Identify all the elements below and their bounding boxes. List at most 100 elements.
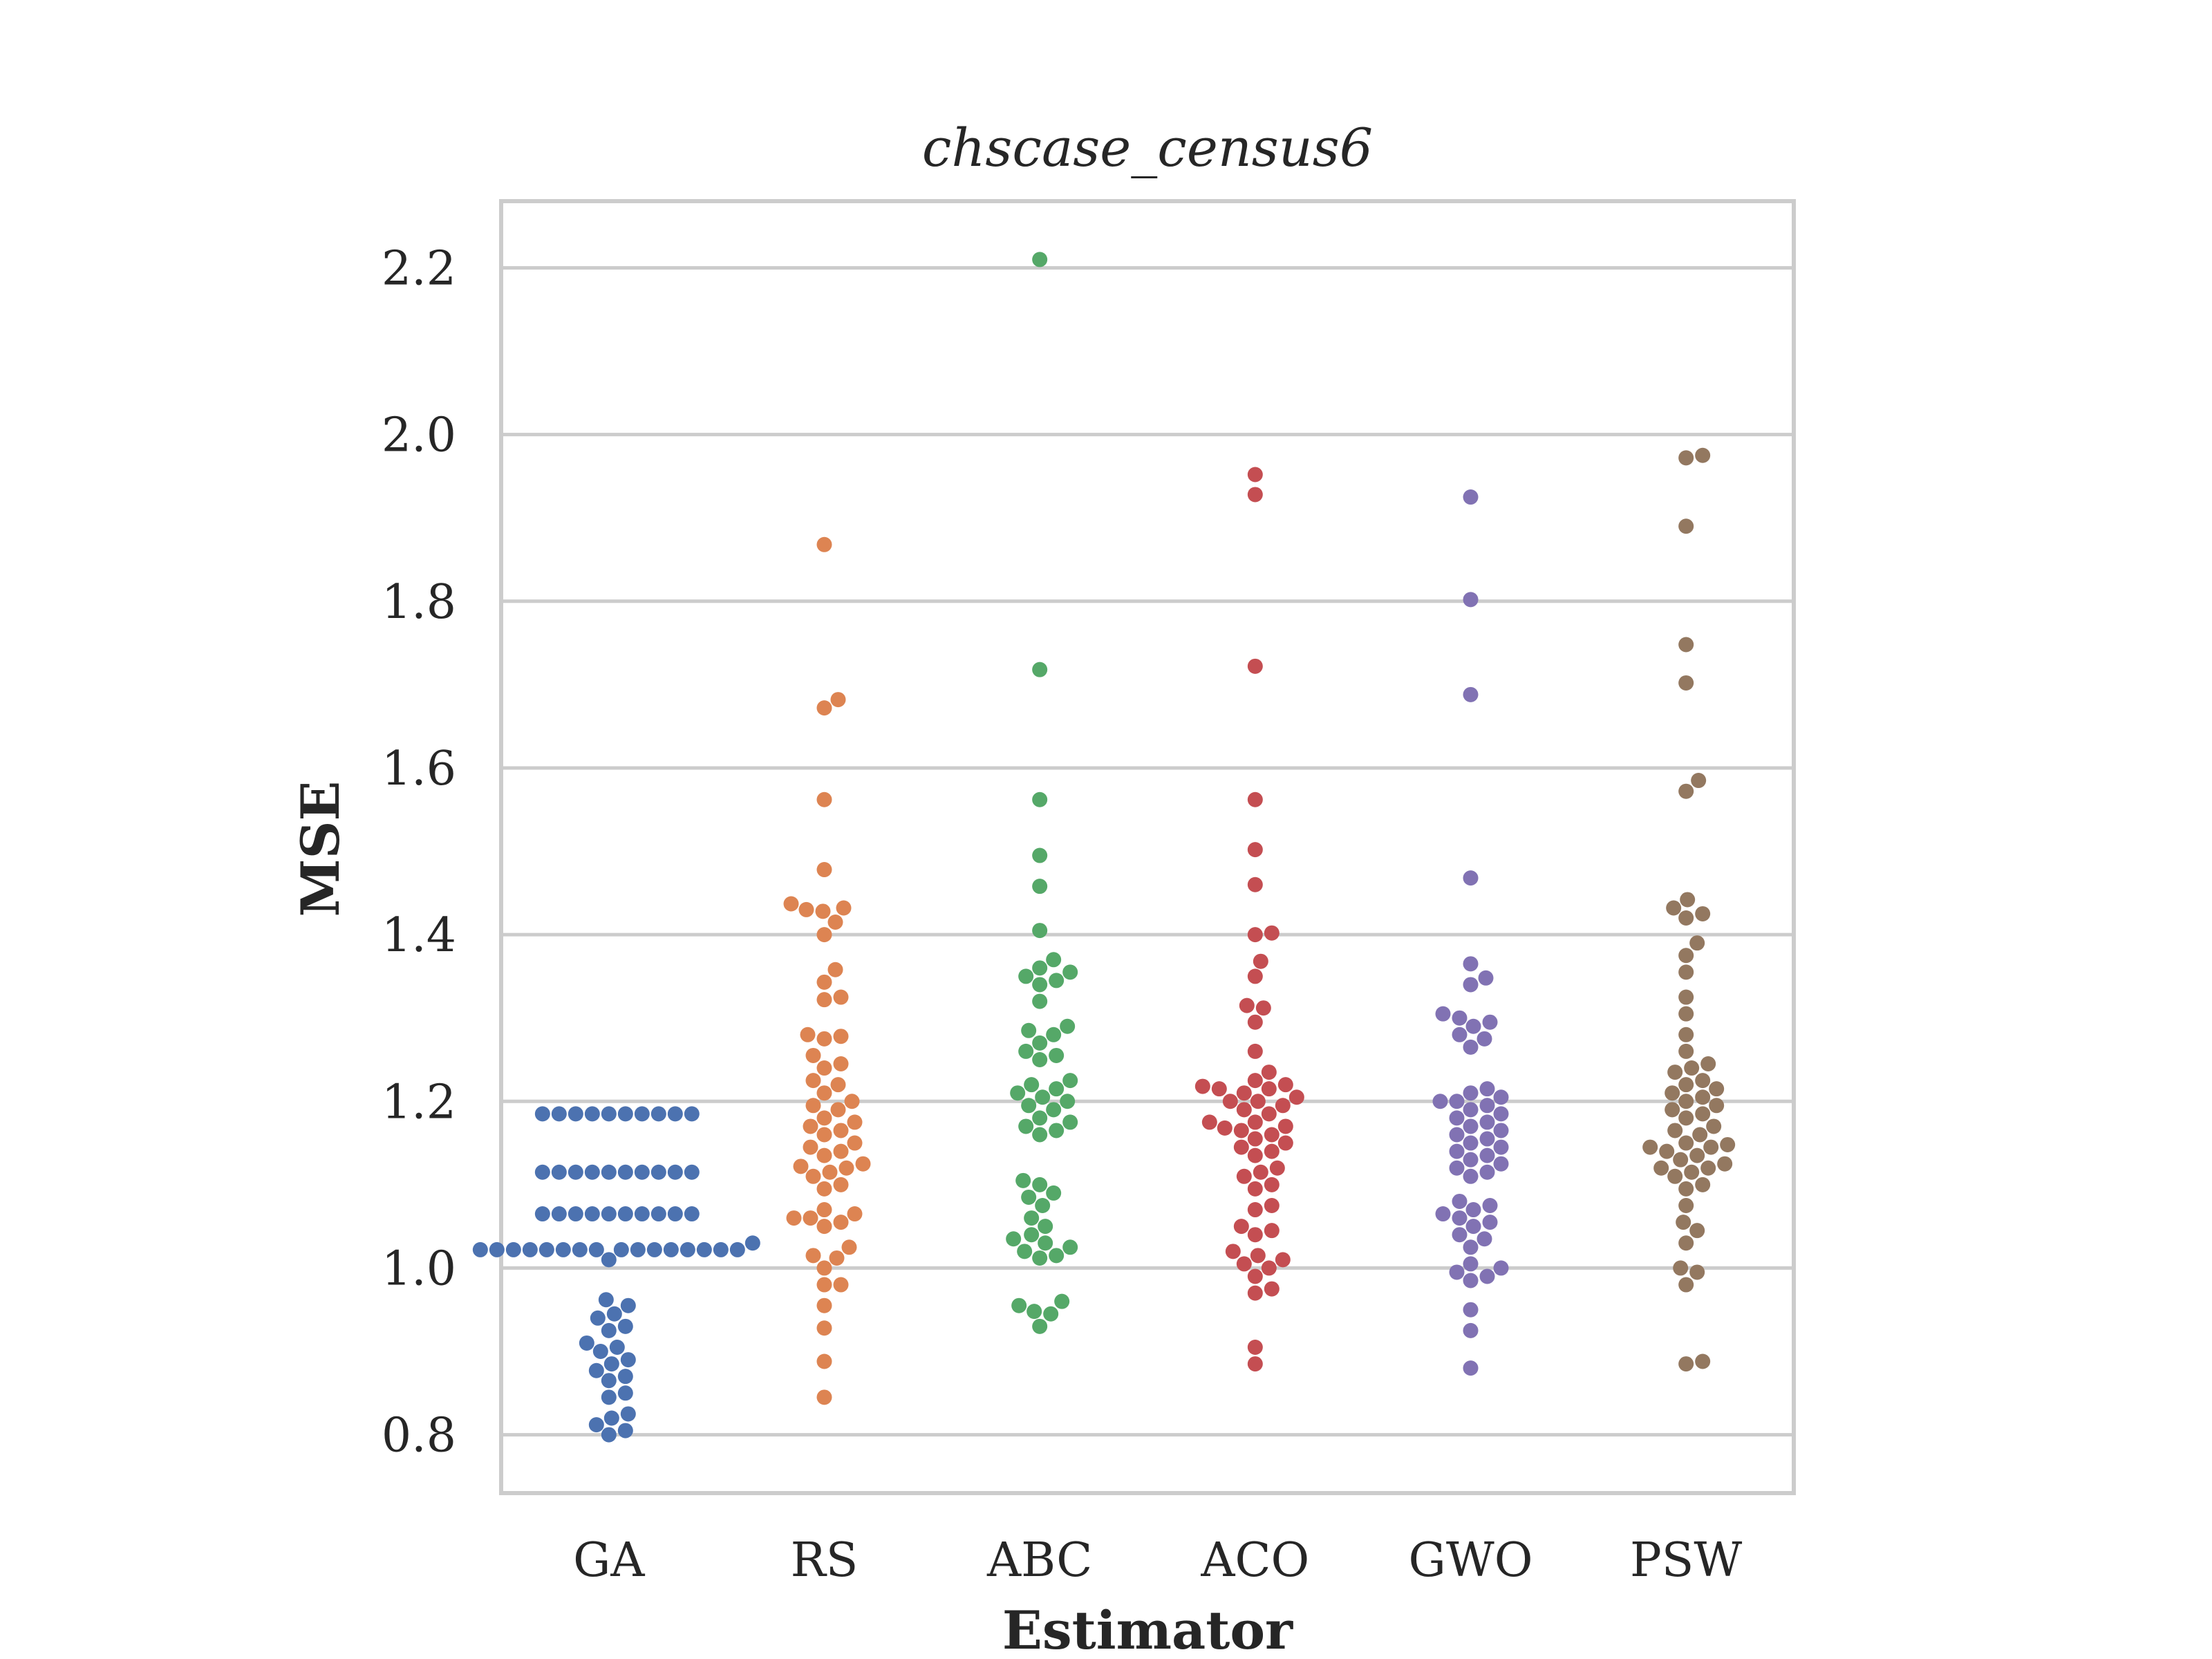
data-point-psw	[1678, 910, 1694, 926]
data-point-ga	[568, 1206, 583, 1222]
data-point-ga	[522, 1241, 538, 1257]
data-point-rs	[830, 692, 846, 708]
y-tick-label: 1.4	[382, 908, 456, 963]
plot-frame	[499, 199, 1796, 1495]
data-point-gwo	[1463, 1239, 1479, 1255]
data-point-abc	[1015, 1172, 1031, 1188]
data-point-rs	[816, 1297, 832, 1313]
data-point-gwo	[1463, 870, 1479, 886]
data-point-aco	[1250, 1248, 1266, 1264]
data-point-abc	[1043, 1306, 1059, 1322]
data-point-aco	[1247, 467, 1263, 482]
data-point-aco	[1261, 1065, 1277, 1080]
data-point-rs	[800, 1027, 816, 1042]
data-point-aco	[1247, 927, 1263, 943]
data-point-ga	[620, 1297, 636, 1313]
data-point-rs	[805, 1073, 821, 1089]
data-point-psw	[1695, 1353, 1711, 1369]
data-point-aco	[1264, 1143, 1280, 1159]
data-point-abc	[1032, 1250, 1048, 1266]
data-point-psw	[1709, 1081, 1725, 1097]
data-point-abc	[1032, 993, 1048, 1009]
data-point-ga	[505, 1241, 521, 1257]
data-point-rs	[805, 1168, 821, 1184]
data-point-abc	[1032, 977, 1048, 993]
data-point-gwo	[1493, 1106, 1509, 1122]
y-tick-label: 1.6	[382, 742, 456, 796]
data-point-aco	[1255, 1000, 1271, 1016]
data-point-psw	[1717, 1156, 1733, 1172]
data-point-ga	[617, 1318, 633, 1334]
data-point-abc	[1062, 964, 1078, 980]
data-point-rs	[833, 1029, 849, 1044]
y-tick-label: 2.0	[382, 409, 456, 463]
data-point-abc	[1046, 1027, 1062, 1042]
data-point-rs	[833, 1215, 849, 1230]
data-point-aco	[1236, 1256, 1252, 1272]
data-point-ga	[744, 1235, 760, 1251]
data-point-aco	[1264, 1127, 1280, 1143]
data-point-ga	[601, 1206, 617, 1222]
data-point-aco	[1247, 487, 1263, 503]
data-point-ga	[584, 1164, 600, 1180]
data-point-gwo	[1463, 1039, 1479, 1055]
data-point-aco	[1225, 1244, 1241, 1259]
data-point-aco	[1247, 1339, 1263, 1355]
data-point-psw	[1695, 1106, 1711, 1122]
data-point-abc	[1062, 1239, 1078, 1255]
data-point-ga	[472, 1241, 488, 1257]
data-point-aco	[1201, 1114, 1217, 1130]
data-point-rs	[815, 903, 831, 919]
data-point-rs	[816, 700, 832, 716]
data-point-psw	[1695, 1089, 1711, 1105]
data-point-abc	[1018, 1043, 1034, 1059]
data-point-aco	[1247, 877, 1263, 892]
data-point-abc	[1032, 847, 1048, 863]
data-point-aco	[1247, 1114, 1263, 1130]
data-point-gwo	[1452, 1027, 1468, 1042]
x-tick-label-gwo: GWO	[1409, 1533, 1533, 1588]
data-point-ga	[551, 1106, 567, 1122]
data-point-rs	[816, 1320, 832, 1336]
data-point-rs	[816, 862, 832, 878]
data-point-aco	[1264, 1281, 1280, 1297]
data-point-psw	[1703, 1139, 1719, 1155]
data-point-psw	[1667, 1065, 1683, 1080]
data-point-aco	[1269, 1160, 1285, 1176]
data-point-abc	[1032, 1127, 1048, 1143]
data-point-abc	[1024, 1210, 1040, 1226]
data-point-psw	[1689, 1147, 1705, 1163]
data-point-psw	[1680, 892, 1696, 908]
data-point-aco	[1275, 1252, 1291, 1268]
data-point-abc	[1046, 952, 1062, 968]
data-point-gwo	[1479, 1164, 1495, 1180]
data-point-ga	[584, 1106, 600, 1122]
data-point-ga	[634, 1164, 650, 1180]
data-point-ga	[601, 1252, 617, 1268]
data-point-gwo	[1477, 1231, 1492, 1247]
data-point-gwo	[1452, 1193, 1468, 1209]
data-point-psw	[1678, 1356, 1694, 1372]
data-point-aco	[1277, 1135, 1293, 1151]
data-point-gwo	[1477, 1031, 1492, 1047]
data-point-psw	[1678, 1077, 1694, 1093]
data-point-gwo	[1463, 1168, 1479, 1184]
data-point-ga	[601, 1322, 617, 1338]
data-point-gwo	[1463, 1135, 1479, 1151]
data-point-abc	[1032, 1318, 1048, 1334]
data-point-rs	[803, 1139, 818, 1155]
data-point-abc	[1032, 960, 1048, 976]
data-point-gwo	[1463, 489, 1479, 505]
data-point-aco	[1239, 997, 1255, 1013]
data-point-abc	[1049, 1081, 1065, 1097]
data-point-ga	[534, 1164, 550, 1180]
data-point-ga	[568, 1106, 583, 1122]
data-point-gwo	[1465, 1018, 1481, 1034]
data-point-abc	[1060, 1018, 1076, 1034]
data-point-psw	[1678, 675, 1694, 691]
data-point-rs	[844, 1094, 860, 1109]
data-point-psw	[1689, 1264, 1705, 1280]
data-point-aco	[1247, 1227, 1263, 1243]
data-point-abc	[1010, 1085, 1026, 1101]
